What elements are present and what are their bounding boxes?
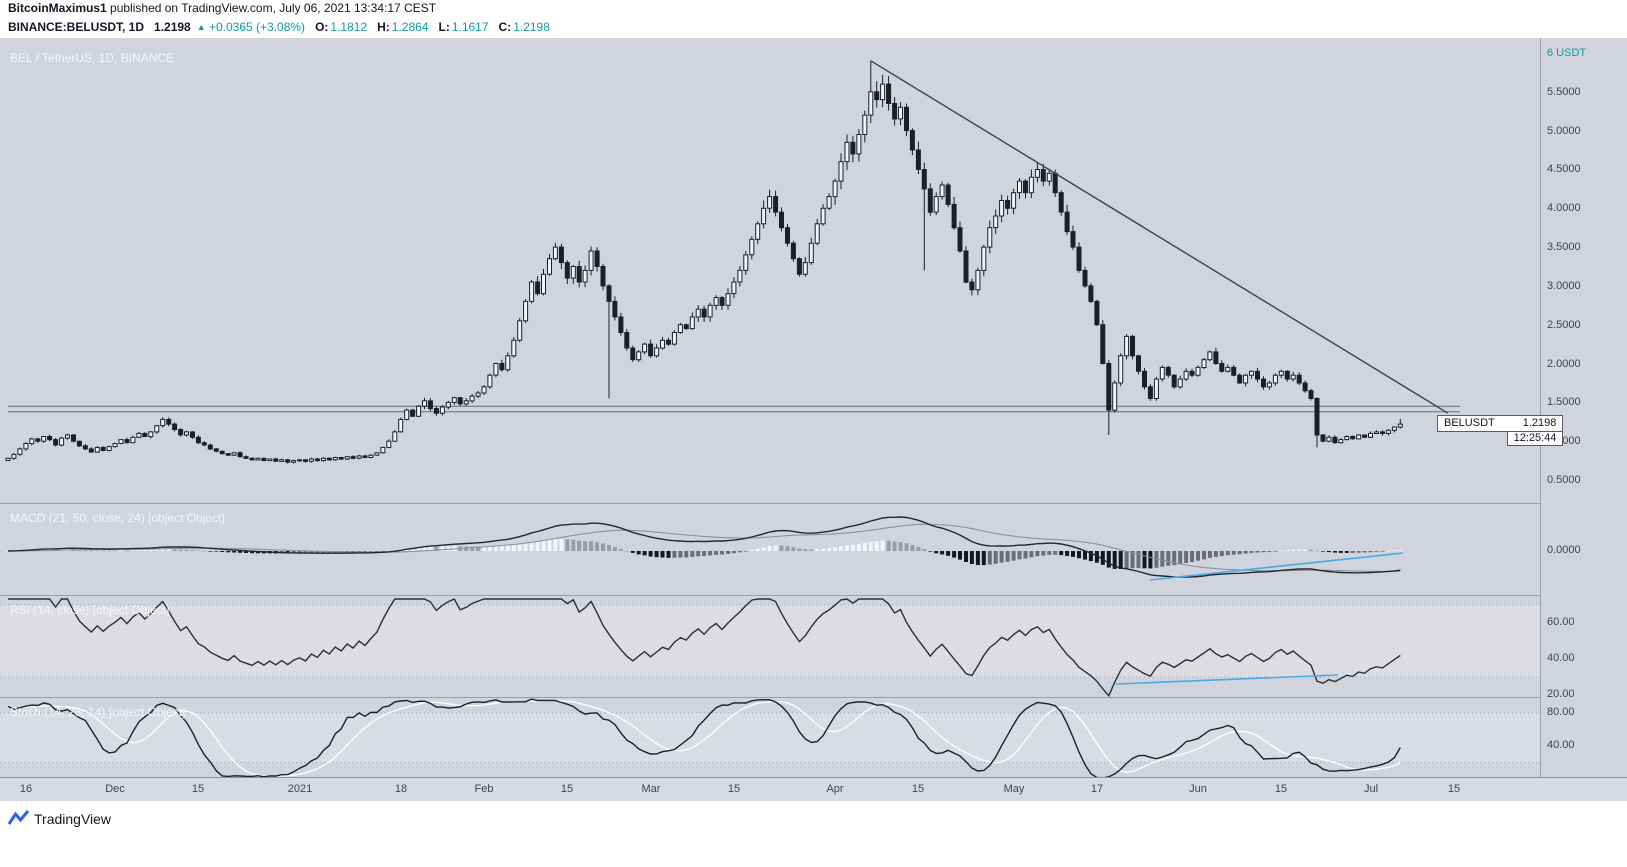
publish-header: BitcoinMaximus1 published on TradingView… — [0, 0, 1627, 19]
axis-label: 0.5000 — [1547, 474, 1581, 486]
bar-countdown: 12:25:44 — [1506, 432, 1564, 446]
brand-name[interactable]: TradingView — [34, 811, 112, 827]
footer: TradingView — [0, 801, 1627, 867]
time-axis-label: 15 — [560, 783, 574, 795]
symbol-title: BINANCE:BELUSDT, 1D — [8, 20, 145, 34]
time-axis-label: 18 — [394, 783, 408, 795]
time-axis-label: Jun — [1189, 783, 1207, 795]
time-axis-label: 16 — [19, 783, 33, 795]
axis-label: 6 USDT — [1547, 47, 1587, 59]
time-axis[interactable]: 16 Dec 15 2021 18 Feb 15 Mar 15 Apr 15 May 17 Jun 15 Ju… — [0, 777, 1627, 801]
time-axis-label: 15 — [911, 783, 925, 795]
axis-label: 80.00 — [1547, 706, 1575, 718]
axis-label: 1.5000 — [1547, 396, 1581, 408]
open-value: 1.1812 — [330, 20, 368, 34]
axis-label: 5.5000 — [1547, 86, 1581, 98]
rsi-pane[interactable] — [0, 595, 1540, 697]
tradingview-logo-icon[interactable] — [7, 809, 31, 829]
up-arrow-icon: ▲ — [196, 22, 206, 32]
axis-label: 4.0000 — [1547, 202, 1581, 214]
publish-meta: published on TradingView.com, July 06, 2… — [106, 1, 437, 15]
chart-area[interactable]: BEL / TetherUS, 1D, BINANCE MACD (21, 50… — [0, 38, 1627, 801]
time-axis-label: Apr — [826, 783, 844, 795]
time-axis-label: 2021 — [287, 783, 313, 795]
axis-label: 3.0000 — [1547, 280, 1581, 292]
close-label: C: — [498, 20, 512, 34]
axis-label: 40.00 — [1547, 739, 1575, 751]
time-axis-label: Mar — [641, 783, 661, 795]
open-label: O: — [315, 20, 329, 34]
symbol-header: BINANCE:BELUSDT, 1D 1.2198 ▲ +0.0365 (+3.0… — [0, 19, 1627, 38]
price-axis[interactable]: 6 USDT 5.5000 5.0000 4.5000 4.0000 3.5000 3.00… — [1540, 38, 1627, 777]
price-label-symbol: BELUSDT — [1444, 417, 1495, 429]
high-value: 1.2864 — [391, 20, 429, 34]
axis-label: 5.0000 — [1547, 125, 1581, 137]
axis-label: 40.00 — [1547, 652, 1575, 664]
axis-label: 3.5000 — [1547, 241, 1581, 253]
axis-label: 60.00 — [1547, 616, 1575, 628]
axis-label: 4.5000 — [1547, 163, 1581, 175]
axis-label: 20.00 — [1547, 688, 1575, 700]
low-label: L: — [438, 20, 450, 34]
time-axis-label: Jul — [1363, 783, 1379, 795]
last-price: 1.2198 — [154, 20, 191, 34]
time-axis-label: 15 — [1447, 783, 1461, 795]
time-axis-label: May — [1003, 783, 1025, 795]
low-value: 1.1617 — [451, 20, 489, 34]
close-value: 1.2198 — [513, 20, 550, 34]
main-price-pane[interactable] — [0, 38, 1540, 503]
time-axis-label: Dec — [105, 783, 125, 795]
axis-label: 2.0000 — [1547, 358, 1581, 370]
time-axis-label: 15 — [1274, 783, 1288, 795]
time-axis-label: 15 — [727, 783, 741, 795]
macd-pane[interactable] — [0, 503, 1540, 595]
high-label: H: — [377, 20, 390, 34]
time-axis-label: 17 — [1090, 783, 1104, 795]
stoch-pane[interactable] — [0, 697, 1540, 777]
price-label-box: BELUSDT 1.2198 — [1437, 415, 1564, 432]
axis-label: 0.0000 — [1547, 544, 1581, 556]
time-axis-label: 15 — [191, 783, 205, 795]
axis-label: 2.5000 — [1547, 319, 1581, 331]
author-name: BitcoinMaximus1 — [8, 1, 107, 15]
price-label-value: 1.2198 — [1522, 417, 1557, 429]
current-price-label: BELUSDT 1.2198 12:25:44 — [1437, 415, 1564, 446]
time-axis-label: Feb — [474, 783, 494, 795]
price-change: +0.0365 (+3.08%) — [208, 20, 306, 34]
